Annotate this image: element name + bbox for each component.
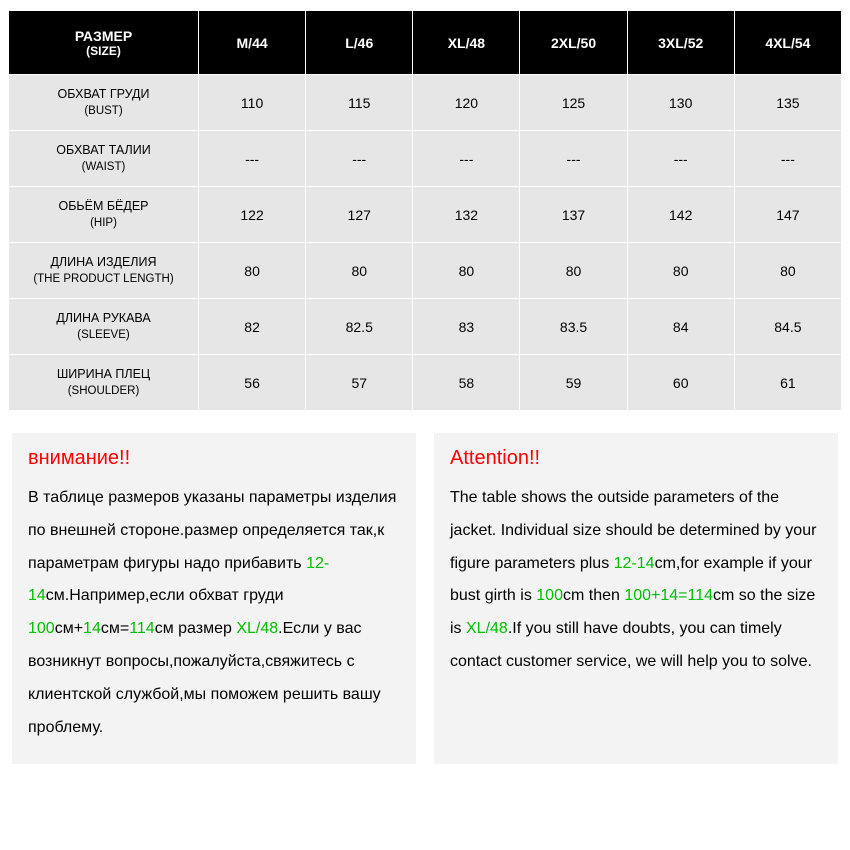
row-label: ОБХВАТ ТАЛИИ (WAIST) xyxy=(9,131,199,187)
table-row: ОБХВАТ ГРУДИ (BUST)110115120125130135 xyxy=(9,75,842,131)
table-cell: 58 xyxy=(413,355,520,411)
table-cell: --- xyxy=(199,131,306,187)
table-cell: 132 xyxy=(413,187,520,243)
table-cell: 80 xyxy=(413,243,520,299)
row-label: ШИРИНА ПЛЕЦ (SHOULDER) xyxy=(9,355,199,411)
header-size: РАЗМЕР (SIZE) xyxy=(9,11,199,75)
table-cell: 110 xyxy=(199,75,306,131)
table-cell: --- xyxy=(627,131,734,187)
header-col: 3XL/52 xyxy=(627,11,734,75)
row-label-ru: ОБЬЁМ БЁДЕР xyxy=(58,199,148,213)
row-label-en: (HIP) xyxy=(11,215,196,232)
table-cell: 83.5 xyxy=(520,299,627,355)
note-right-title: Attention!! xyxy=(450,447,822,470)
table-cell: 142 xyxy=(627,187,734,243)
table-cell: 125 xyxy=(520,75,627,131)
row-label-ru: ШИРИНА ПЛЕЦ xyxy=(57,367,150,381)
highlight-text: 14 xyxy=(83,620,101,637)
row-label-ru: ДЛИНА РУКАВА xyxy=(56,311,150,325)
row-label: ОБЬЁМ БЁДЕР (HIP) xyxy=(9,187,199,243)
table-cell: 80 xyxy=(306,243,413,299)
table-row: ДЛИНА ИЗДЕЛИЯ(THE PRODUCT LENGTH)8080808… xyxy=(9,243,842,299)
row-label-en: (THE PRODUCT LENGTH) xyxy=(11,271,196,288)
highlight-text: XL/48 xyxy=(236,620,278,637)
note-left: внимание!! В таблице размеров указаны па… xyxy=(12,433,416,764)
table-cell: 84.5 xyxy=(734,299,841,355)
body-text: cm then xyxy=(563,587,624,604)
header-col: M/44 xyxy=(199,11,306,75)
body-text: В таблице размеров указаны параметры изд… xyxy=(28,489,396,572)
body-text: .Если у вас возникнут вопросы,пожалуйста… xyxy=(28,620,381,735)
row-label-ru: ОБХВАТ ГРУДИ xyxy=(57,87,149,101)
table-cell: 82 xyxy=(199,299,306,355)
row-label-en: (BUST) xyxy=(11,103,196,120)
table-cell: 80 xyxy=(199,243,306,299)
table-cell: 80 xyxy=(520,243,627,299)
note-right: Attention!! The table shows the outside … xyxy=(434,433,838,764)
table-row: ОБЬЁМ БЁДЕР (HIP)122127132137142147 xyxy=(9,187,842,243)
table-header-row: РАЗМЕР (SIZE) M/44 L/46 XL/48 2XL/50 3XL… xyxy=(9,11,842,75)
table-cell: 60 xyxy=(627,355,734,411)
table-cell: 61 xyxy=(734,355,841,411)
row-label: ОБХВАТ ГРУДИ (BUST) xyxy=(9,75,199,131)
table-cell: 83 xyxy=(413,299,520,355)
highlight-text: 100 xyxy=(536,587,563,604)
note-right-body: The table shows the outside parameters o… xyxy=(450,482,822,679)
highlight-text: 100+14=114 xyxy=(624,587,713,604)
table-cell: 115 xyxy=(306,75,413,131)
table-cell: --- xyxy=(413,131,520,187)
table-row: ОБХВАТ ТАЛИИ(WAIST)------------------ xyxy=(9,131,842,187)
row-label: ДЛИНА ИЗДЕЛИЯ (THE PRODUCT LENGTH) xyxy=(9,243,199,299)
table-cell: 56 xyxy=(199,355,306,411)
table-cell: 80 xyxy=(734,243,841,299)
header-size-en: (SIZE) xyxy=(11,44,196,58)
row-label-ru: ДЛИНА ИЗДЕЛИЯ xyxy=(50,255,156,269)
table-cell: --- xyxy=(520,131,627,187)
row-label-en: (SHOULDER) xyxy=(11,383,196,400)
table-cell: 120 xyxy=(413,75,520,131)
table-cell: 130 xyxy=(627,75,734,131)
row-label: ДЛИНА РУКАВА (SLEEVE) xyxy=(9,299,199,355)
note-left-body: В таблице размеров указаны параметры изд… xyxy=(28,482,400,744)
header-col: XL/48 xyxy=(413,11,520,75)
header-col: 2XL/50 xyxy=(520,11,627,75)
table-row: ДЛИНА РУКАВА (SLEEVE)8282.58383.58484.5 xyxy=(9,299,842,355)
row-label-en: (SLEEVE) xyxy=(11,327,196,344)
highlight-text: 12-14 xyxy=(614,555,655,572)
body-text: см размер xyxy=(155,620,237,637)
size-table: РАЗМЕР (SIZE) M/44 L/46 XL/48 2XL/50 3XL… xyxy=(8,10,842,411)
body-text: см+ xyxy=(55,620,83,637)
table-cell: 122 xyxy=(199,187,306,243)
table-cell: 84 xyxy=(627,299,734,355)
body-text: см.Например,если обхват груди xyxy=(46,587,284,604)
table-cell: 135 xyxy=(734,75,841,131)
header-col: 4XL/54 xyxy=(734,11,841,75)
table-cell: --- xyxy=(734,131,841,187)
table-cell: 147 xyxy=(734,187,841,243)
table-cell: 137 xyxy=(520,187,627,243)
table-row: ШИРИНА ПЛЕЦ (SHOULDER)565758596061 xyxy=(9,355,842,411)
highlight-text: 100 xyxy=(28,620,55,637)
highlight-text: XL/48 xyxy=(466,620,508,637)
header-col: L/46 xyxy=(306,11,413,75)
row-label-en: (WAIST) xyxy=(11,159,196,176)
row-label-ru: ОБХВАТ ТАЛИИ xyxy=(56,143,150,157)
table-cell: 80 xyxy=(627,243,734,299)
table-cell: 59 xyxy=(520,355,627,411)
highlight-text: 114 xyxy=(129,620,155,637)
table-cell: 57 xyxy=(306,355,413,411)
table-body: ОБХВАТ ГРУДИ(BUST)110115120125130135ОБХВ… xyxy=(9,75,842,411)
notes-container: внимание!! В таблице размеров указаны па… xyxy=(8,433,842,764)
header-size-ru: РАЗМЕР xyxy=(75,28,132,44)
body-text: см= xyxy=(101,620,129,637)
table-cell: --- xyxy=(306,131,413,187)
note-left-title: внимание!! xyxy=(28,447,400,470)
table-cell: 82.5 xyxy=(306,299,413,355)
table-cell: 127 xyxy=(306,187,413,243)
